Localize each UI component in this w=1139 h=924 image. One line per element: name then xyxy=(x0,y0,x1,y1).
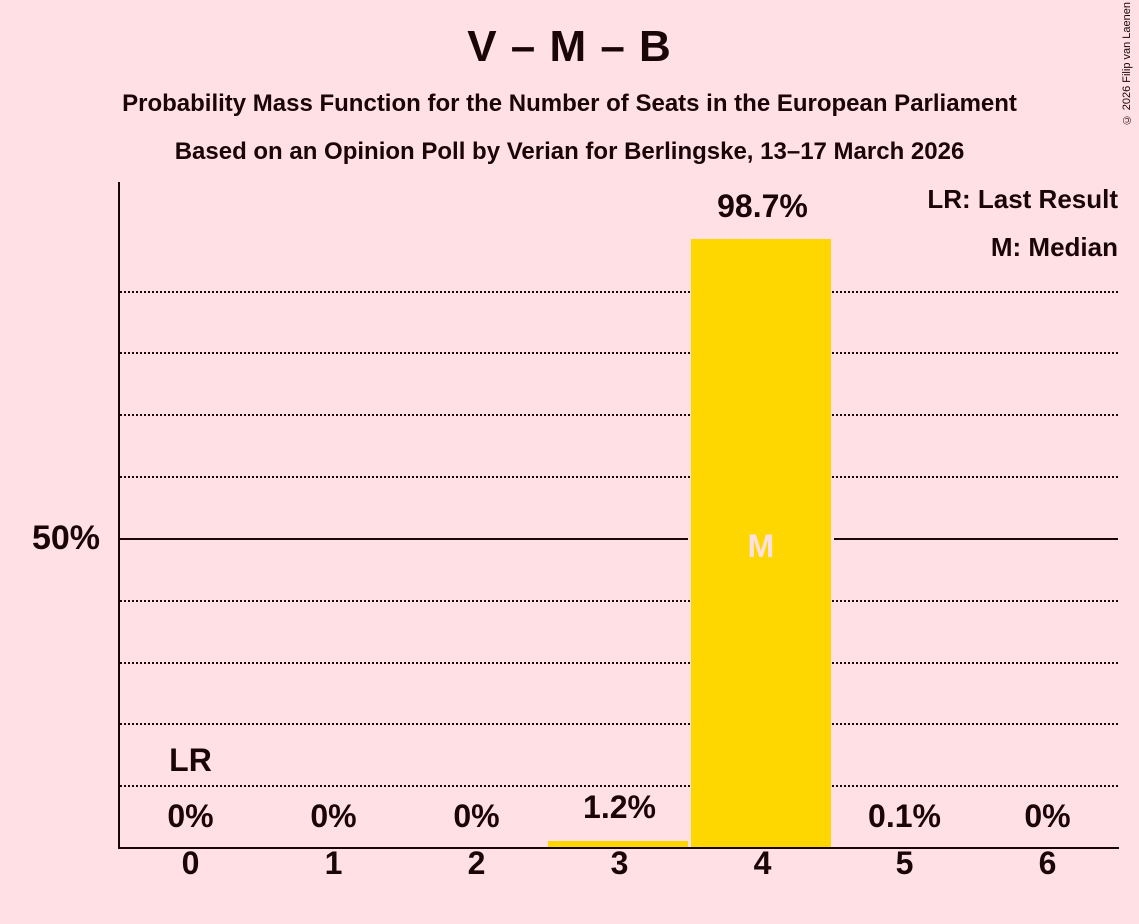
median-marker: M xyxy=(747,528,775,564)
chart-title: V – M – B xyxy=(467,22,672,71)
gridline-20 xyxy=(120,723,1118,725)
x-axis xyxy=(118,847,1119,849)
chart-source: Based on an Opinion Poll by Verian for B… xyxy=(174,138,965,165)
y-axis xyxy=(118,182,120,849)
bar-3 xyxy=(548,841,688,848)
last-result-marker: LR xyxy=(169,742,212,778)
x-tick-1: 1 xyxy=(324,845,343,881)
x-tick-0: 0 xyxy=(181,845,200,881)
legend-last-result: LR: Last Result xyxy=(927,184,1118,214)
gridline-40 xyxy=(120,600,1118,602)
value-label-6: 0% xyxy=(1024,798,1071,834)
gridline-10 xyxy=(120,785,1118,787)
legend-median: M: Median xyxy=(990,232,1118,262)
x-tick-5: 5 xyxy=(895,845,914,881)
value-label-5: 0.1% xyxy=(868,798,941,834)
gridline-80 xyxy=(120,352,1118,354)
value-label-3: 1.2% xyxy=(583,789,656,825)
chart-subtitle: Probability Mass Function for the Number… xyxy=(122,90,1017,117)
x-tick-2: 2 xyxy=(467,845,486,881)
gridline-60 xyxy=(120,476,1118,478)
gridline-30 xyxy=(120,662,1118,664)
gridline-50 xyxy=(120,538,1118,540)
bar-4 xyxy=(691,239,831,848)
y-tick-50: 50% xyxy=(31,519,100,557)
value-label-1: 0% xyxy=(310,798,357,834)
x-tick-4: 4 xyxy=(753,845,772,881)
gridline-90 xyxy=(120,291,1118,293)
gridline-70 xyxy=(120,414,1118,416)
x-tick-3: 3 xyxy=(610,845,629,881)
x-tick-6: 6 xyxy=(1038,845,1057,881)
value-label-4: 98.7% xyxy=(717,188,808,224)
value-label-0: 0% xyxy=(167,798,214,834)
value-label-2: 0% xyxy=(453,798,500,834)
